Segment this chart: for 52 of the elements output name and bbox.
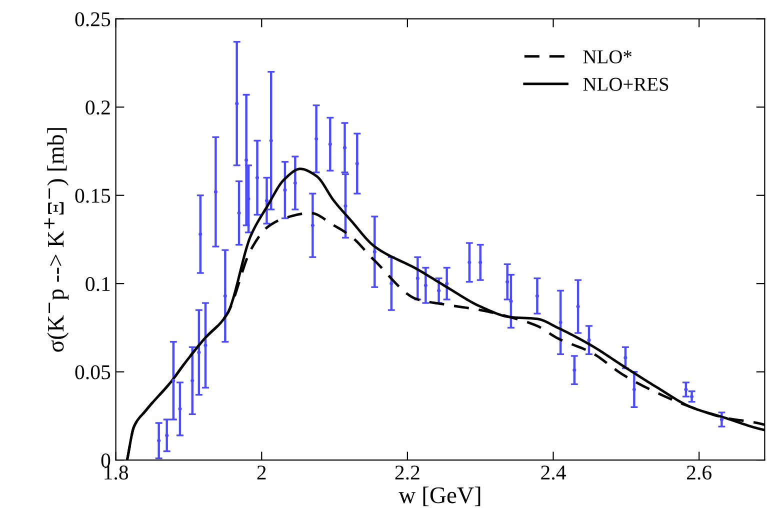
y-tick-label: 0	[101, 453, 110, 468]
point	[576, 304, 580, 308]
y-tick-label: 0.25	[75, 12, 110, 26]
point	[587, 338, 591, 342]
point	[372, 250, 376, 254]
point	[190, 378, 194, 382]
point	[342, 146, 347, 150]
point	[310, 224, 314, 228]
y-tick-label: 0.15	[75, 188, 110, 203]
point	[255, 176, 260, 180]
point	[293, 181, 297, 185]
x-tick-label: 1.8	[104, 466, 128, 480]
point	[720, 418, 724, 422]
point	[558, 320, 562, 324]
point	[468, 260, 472, 264]
point	[178, 407, 182, 411]
point	[198, 232, 202, 236]
point	[445, 282, 449, 286]
point	[506, 280, 510, 284]
point	[235, 102, 239, 106]
point	[509, 299, 513, 304]
point	[572, 368, 576, 372]
point	[390, 282, 394, 286]
point	[283, 188, 287, 192]
point	[165, 434, 169, 438]
point	[684, 388, 688, 392]
point	[624, 356, 628, 360]
point	[328, 142, 332, 146]
point	[478, 260, 482, 264]
point	[355, 162, 359, 166]
point	[344, 204, 348, 208]
x-tick-label: 2	[257, 466, 266, 480]
legend-label: NLO*	[583, 50, 632, 64]
y-axis-title: σ(K$^{−}$p --> K$^{+}$Ξ$^{−}$) [mb]	[44, 128, 69, 352]
x-axis-title: w [GeV]	[398, 486, 480, 506]
x-tick-label: 2.4	[541, 466, 566, 480]
point	[237, 211, 241, 215]
point	[172, 378, 176, 382]
point	[197, 350, 201, 354]
x-tick-label: 2.2	[395, 466, 420, 480]
point	[416, 276, 420, 280]
point	[204, 344, 208, 348]
point	[269, 138, 273, 142]
legend-label: NLO+RES	[583, 78, 668, 91]
point	[424, 284, 428, 288]
point	[264, 198, 269, 202]
point	[157, 438, 161, 442]
y-tick-label: 0.2	[86, 100, 110, 115]
y-tick-label: 0.1	[86, 276, 110, 292]
y-tick-label: 0.05	[75, 365, 110, 380]
point	[690, 394, 694, 398]
x-tick-label: 2.6	[686, 466, 712, 480]
